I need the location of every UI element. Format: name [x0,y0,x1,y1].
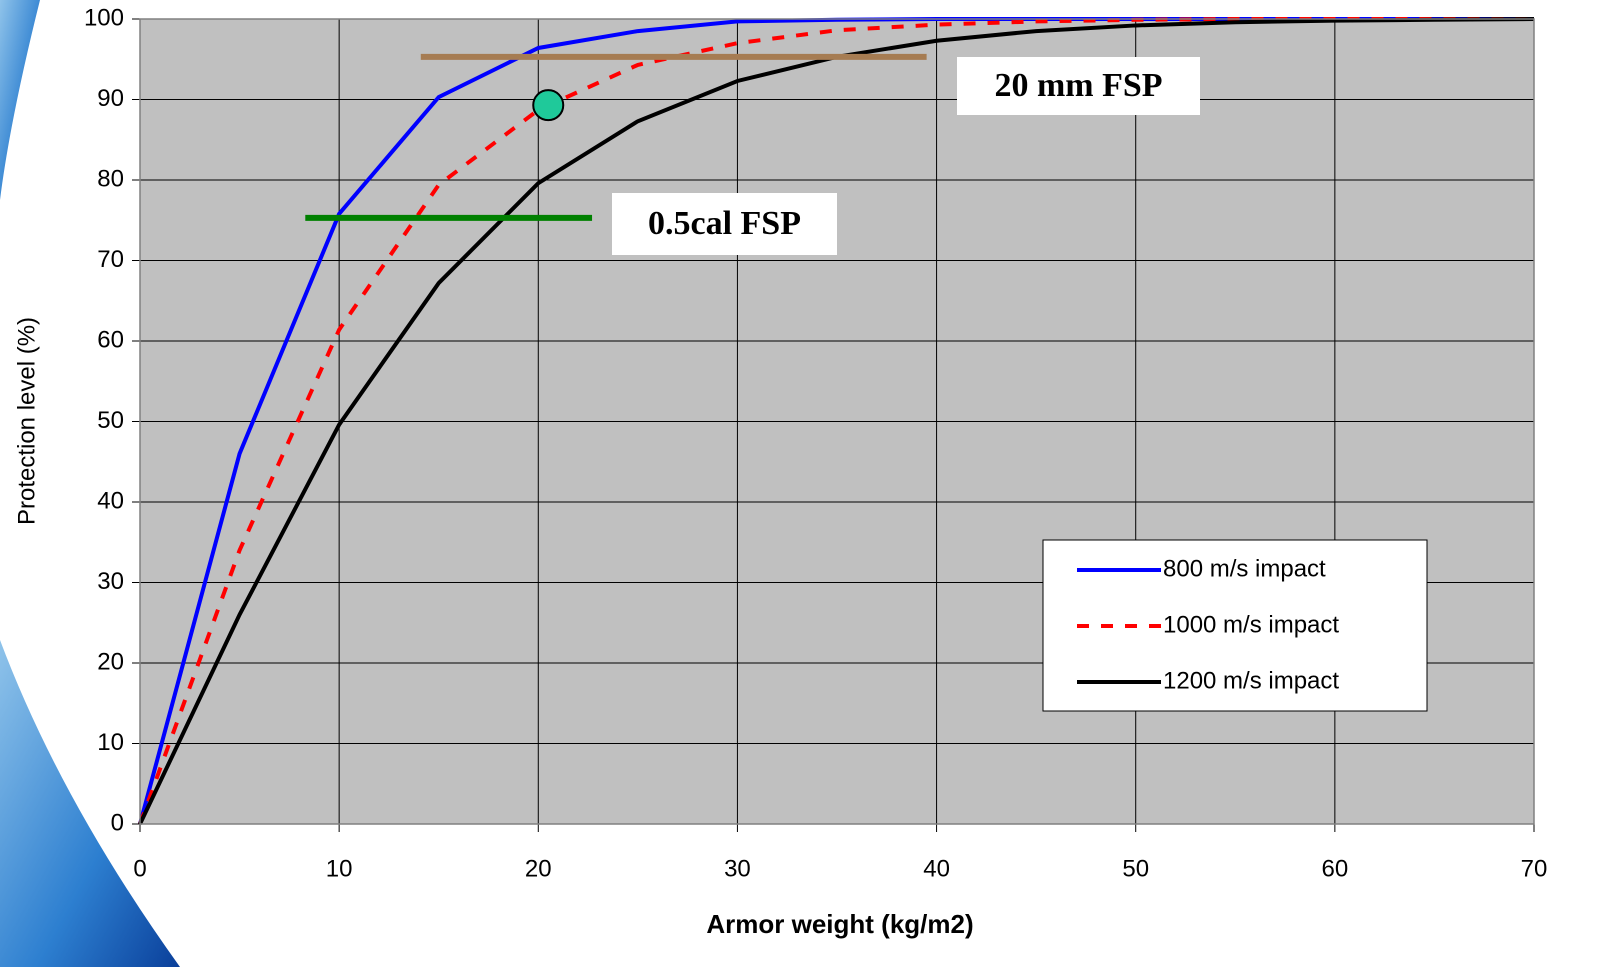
x-tick-label: 50 [1122,855,1149,882]
legend-label: 1200 m/s impact [1163,667,1339,694]
y-tick-label: 90 [97,85,124,112]
y-tick-label: 10 [97,729,124,756]
y-tick-label: 50 [97,407,124,434]
annotation: 0.5cal FSP [648,205,801,242]
x-tick-label: 10 [326,855,353,882]
y-tick-label: 20 [97,648,124,675]
y-tick-label: 40 [97,487,124,514]
x-tick-label: 30 [724,855,751,882]
x-tick-label: 40 [923,855,950,882]
annotation-box [957,57,1200,115]
y-axis-label: Protection level (%) [13,317,40,525]
y-tick-label: 60 [97,326,124,353]
y-tick-label: 80 [97,165,124,192]
legend-label: 1000 m/s impact [1163,611,1339,638]
y-tick-label: 100 [84,4,124,31]
annotation-box [612,193,837,255]
legend-label: 800 m/s impact [1163,555,1326,582]
annotation: 20 mm FSP [994,67,1162,104]
decoration [0,0,40,200]
marker [532,89,565,122]
x-tick-label: 20 [525,855,552,882]
x-tick-label: 70 [1521,855,1548,882]
y-tick-label: 70 [97,246,124,273]
x-tick-label: 60 [1322,855,1349,882]
plot-border [139,18,1535,825]
x-axis-label: Armor weight (kg/m2) [706,909,973,939]
x-tick-label: 0 [133,855,146,882]
decoration [0,640,180,967]
y-tick-label: 0 [111,809,124,836]
y-tick-label: 30 [97,568,124,595]
